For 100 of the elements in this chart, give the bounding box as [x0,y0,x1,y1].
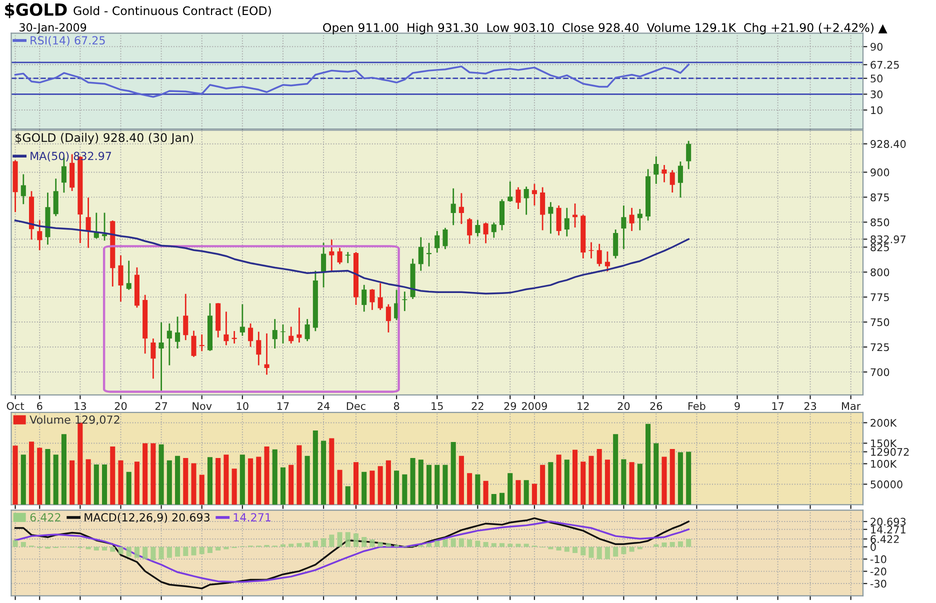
bar [45,448,50,505]
candlestick [596,243,602,267]
y-tick-label: 875 [870,193,889,202]
candlestick [37,219,42,251]
bar [191,546,196,556]
bar [458,538,464,547]
bar [572,546,578,553]
candlestick [475,219,480,238]
bar [20,542,26,547]
candlestick [150,338,156,380]
bar [240,454,245,505]
candlestick [272,318,278,350]
bar [183,546,188,556]
bar [442,539,448,547]
candlestick [491,222,496,238]
bar [386,460,391,505]
bar [288,464,294,505]
bar [118,546,124,554]
bar [288,544,294,547]
x-tick-label: 22 [472,402,484,410]
bar [378,542,383,547]
bar [142,443,148,505]
x-tick-label: 2009 [522,402,547,410]
bar [345,486,350,505]
bar [475,474,480,505]
candlestick [540,186,546,231]
bar [548,462,554,505]
bar [166,546,172,558]
bar [556,454,562,505]
bar [637,464,642,505]
bar [621,459,626,505]
bar [654,443,659,505]
candlestick [126,260,132,291]
candlestick [288,326,294,344]
bar [216,458,221,505]
bar [467,473,472,505]
x-tick-label: Feb [688,402,706,410]
y-tick-label: 100K [871,460,897,468]
candlestick [158,322,164,392]
bar [556,546,562,551]
legend-label: RSI(14) 67.25 [30,36,105,46]
chart-subtitle: Gold - Continuous Contract (EOD) [74,6,271,17]
bar [110,546,116,552]
bar [353,533,359,547]
candlestick [434,230,440,254]
candlestick [508,180,513,202]
y-tick-label: 928.40 [870,140,906,148]
bar [37,448,42,505]
candlestick [637,208,642,231]
candlestick [588,242,594,260]
bar [53,454,58,505]
bar [418,460,424,505]
bar [102,546,108,551]
bar [118,460,124,505]
bar [199,474,204,505]
bar [256,456,262,505]
candlestick [337,247,342,265]
bar [686,538,692,547]
bar [621,546,626,554]
candlestick [483,222,488,244]
bar [434,540,440,547]
bar [232,468,237,505]
bar [588,546,594,558]
bar [370,539,375,547]
legend-label: 14.271 [234,513,270,522]
x-tick-label: 20 [114,402,127,410]
candlestick [442,227,448,250]
candlestick [662,164,667,183]
bar [175,546,180,557]
candlestick [564,207,570,238]
bar [450,442,456,505]
y-tick-label: 850 [870,218,890,226]
bar [678,541,683,547]
bar [280,467,286,505]
candlestick [102,212,108,242]
legend-label: Volume 129,072 [30,415,120,425]
candlestick [224,310,229,346]
bar [516,544,521,547]
candlestick [670,169,675,194]
candlestick [248,322,254,348]
bar [216,546,221,551]
bar [312,540,318,547]
x-tick-label: 12 [578,402,589,410]
bar [524,480,529,505]
candlestick [450,188,456,226]
bar [191,463,196,505]
bar [654,544,659,547]
bar [337,470,342,505]
bar [321,440,326,505]
bar [304,456,310,505]
bar [329,438,334,505]
candlestick [418,236,424,272]
bar [564,546,570,552]
bar [580,462,586,505]
y-tick-label: 30 [870,90,882,98]
bar [158,546,164,560]
x-tick-label: 9 [734,402,740,410]
bar [61,434,66,505]
bar [102,464,108,505]
bar [426,543,432,547]
